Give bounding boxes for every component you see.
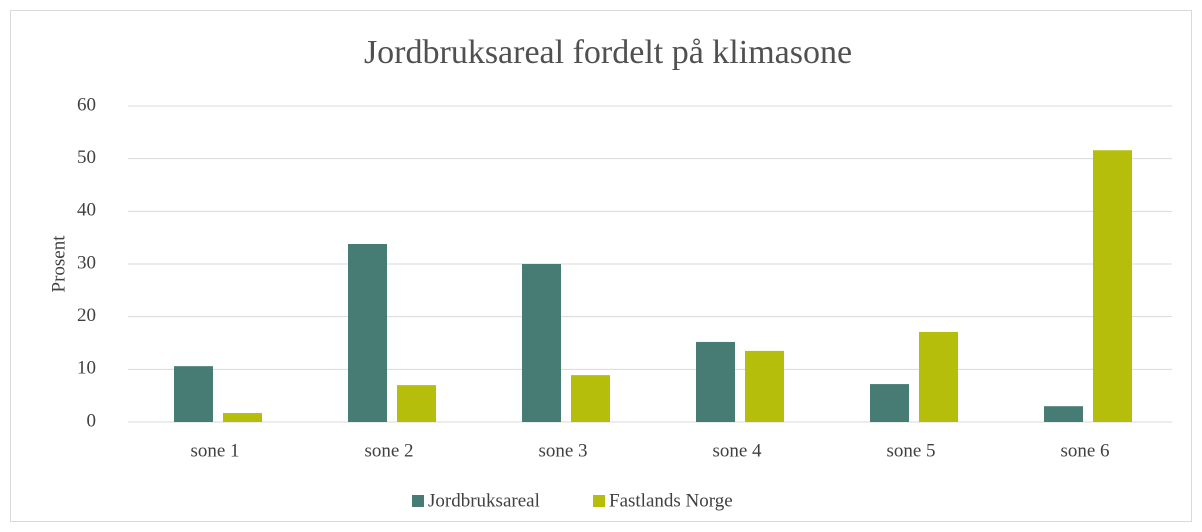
bar bbox=[1093, 150, 1132, 423]
y-tick-label: 0 bbox=[87, 410, 97, 431]
bar bbox=[348, 243, 387, 422]
x-tick-label: sone 5 bbox=[886, 440, 935, 461]
bar bbox=[696, 341, 735, 422]
chart-title: Jordbruksareal fordelt på klimasone bbox=[364, 34, 852, 71]
bar bbox=[870, 384, 909, 422]
bar bbox=[522, 264, 561, 422]
bar bbox=[919, 331, 958, 422]
bar bbox=[745, 350, 784, 422]
legend-label: Jordbruksareal bbox=[428, 490, 540, 511]
y-tick-label: 30 bbox=[77, 252, 96, 273]
legend-label: Fastlands Norge bbox=[609, 490, 733, 511]
y-axis-label: Prosent bbox=[48, 235, 69, 293]
chart-border bbox=[10, 10, 1192, 522]
y-tick-label: 50 bbox=[77, 147, 96, 168]
legend-swatch bbox=[412, 495, 424, 507]
x-tick-label: sone 2 bbox=[364, 440, 413, 461]
x-tick-label: sone 6 bbox=[1060, 440, 1109, 461]
bar bbox=[397, 385, 436, 422]
y-tick-label: 10 bbox=[77, 358, 96, 379]
x-tick-label: sone 4 bbox=[712, 440, 762, 461]
bar bbox=[571, 375, 610, 422]
y-tick-label: 20 bbox=[77, 305, 96, 326]
y-tick-label: 40 bbox=[77, 200, 96, 221]
x-tick-label: sone 3 bbox=[538, 440, 587, 461]
bar bbox=[1044, 406, 1083, 422]
x-tick-label: sone 1 bbox=[190, 440, 239, 461]
bar bbox=[174, 366, 213, 422]
legend-swatch bbox=[593, 495, 605, 507]
y-tick-label: 60 bbox=[77, 94, 96, 115]
bar bbox=[223, 413, 262, 422]
